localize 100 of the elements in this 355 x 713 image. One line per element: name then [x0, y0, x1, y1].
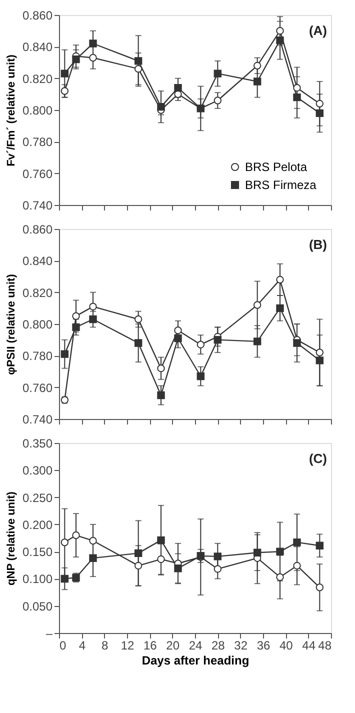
point	[174, 334, 182, 342]
point	[253, 338, 262, 346]
point	[134, 64, 142, 73]
x-tick-label: 36	[256, 638, 270, 652]
x-tick-label: 4	[78, 638, 86, 652]
point	[214, 96, 222, 104]
point	[134, 315, 142, 324]
point	[293, 538, 301, 546]
point	[276, 276, 284, 284]
x-tick-label: 0	[60, 638, 66, 652]
y-tick-label: 0.100	[22, 572, 53, 586]
point	[174, 84, 182, 92]
x-tick-label: 48	[318, 638, 332, 652]
y-tick-label: 0.860	[22, 222, 53, 236]
y-tick-label: 0.760	[22, 380, 53, 395]
point	[253, 301, 262, 309]
x-tick-label: 32	[234, 638, 248, 652]
point	[196, 340, 205, 348]
point	[316, 356, 324, 364]
y-tick-label: 0.050	[22, 599, 53, 614]
x-tick-label: 20	[166, 638, 180, 652]
y-tick-label: –	[46, 626, 53, 640]
annotation: (A)	[308, 23, 327, 38]
annotation: (C)	[308, 451, 327, 466]
x-tick-label: 16	[143, 638, 158, 652]
point	[157, 536, 165, 544]
point	[253, 62, 262, 70]
y-tick-label: 0.250	[22, 490, 53, 505]
point	[60, 538, 69, 546]
point	[157, 555, 165, 564]
point	[72, 323, 80, 332]
point	[157, 102, 165, 111]
point	[89, 302, 97, 310]
point	[72, 312, 80, 320]
point	[316, 109, 324, 118]
legend-label: BRS Pelota	[245, 160, 308, 174]
point	[293, 339, 301, 347]
point	[293, 562, 301, 570]
point	[89, 315, 97, 324]
point	[134, 562, 142, 570]
point	[214, 552, 222, 560]
y-tick-label: 0.200	[22, 518, 53, 532]
y-axis-title: qNP (relative unit)	[5, 491, 18, 586]
point	[316, 542, 324, 550]
point	[89, 54, 97, 62]
point	[157, 391, 165, 400]
y-tick-label: 0.780	[22, 349, 53, 364]
point	[293, 93, 301, 102]
point	[89, 40, 97, 48]
point	[134, 57, 142, 65]
x-tick-label: 8	[101, 638, 108, 652]
x-tick-label: 28	[211, 638, 226, 652]
y-tick-label: 0.740	[22, 198, 53, 212]
point	[196, 372, 205, 380]
x-tick-label: 12	[120, 638, 134, 652]
point	[276, 26, 284, 35]
y-tick-label: 0.860	[22, 8, 53, 22]
y-tick-label: 0.300	[22, 464, 53, 478]
point	[72, 531, 80, 540]
point	[134, 549, 142, 558]
point	[72, 55, 80, 64]
point	[214, 565, 222, 573]
y-axis-title: Fv´/Fm´ (relative unit)	[5, 54, 18, 166]
legend-label: BRS Firmeza	[245, 178, 317, 192]
point	[316, 348, 324, 356]
y-axis-title: φPSII (relative unit)	[5, 274, 18, 375]
y-tick-label: 0.740	[22, 412, 53, 426]
point	[316, 100, 324, 108]
y-tick-label: 0.820	[22, 286, 53, 300]
point	[89, 536, 97, 545]
y-tick-label: 0.820	[22, 72, 53, 86]
point	[293, 84, 301, 92]
point	[60, 574, 69, 583]
x-tick-label: 40	[279, 638, 294, 652]
y-tick-label: 0.840	[22, 254, 53, 268]
y-tick-label: 0.780	[22, 135, 53, 150]
point	[89, 554, 97, 562]
y-tick-label: 0.760	[22, 166, 53, 181]
point	[276, 36, 284, 44]
point	[157, 364, 165, 372]
annotation: (B)	[308, 237, 327, 252]
x-tick-label: 44	[302, 638, 316, 652]
x-tick-label: 24	[188, 638, 202, 652]
point	[253, 78, 262, 86]
y-tick-label: 0.150	[22, 545, 53, 560]
y-tick-label: 0.800	[22, 104, 53, 118]
point	[60, 87, 69, 95]
point	[60, 350, 69, 358]
point	[174, 326, 182, 334]
point	[276, 304, 284, 312]
point	[253, 548, 262, 557]
y-tick-label: 0.800	[22, 318, 53, 332]
x-axis-title: Days after heading	[142, 654, 250, 668]
point	[316, 584, 324, 592]
point	[134, 339, 142, 347]
point	[214, 336, 222, 344]
y-tick-label: 0.840	[22, 40, 53, 54]
y-tick-label: 0.350	[22, 436, 53, 450]
point	[174, 564, 182, 572]
point	[276, 573, 284, 581]
